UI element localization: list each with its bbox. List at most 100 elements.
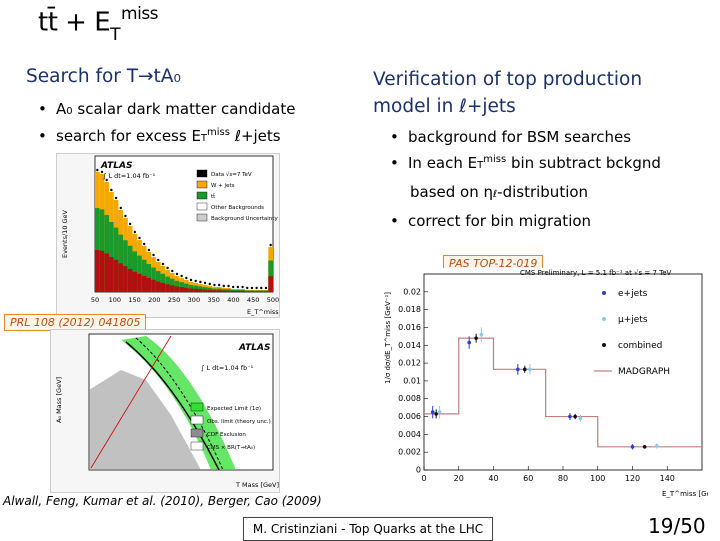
hist-legend-label: Background Uncertainty <box>211 216 278 222</box>
lumi-label: ∫ L dt=1.04 fb⁻¹ <box>103 172 156 180</box>
cms-xticks: 0 20 40 60 80 100 120 140 <box>421 466 675 483</box>
left-heading: Search for T→tA₀ <box>26 66 181 87</box>
hist-bar-other <box>268 276 273 292</box>
kinematic-limit-line <box>90 335 172 469</box>
hist-data-point <box>180 274 183 278</box>
cms-data-point <box>522 367 527 372</box>
hist-bar-ttbar <box>184 283 189 292</box>
excluded-region <box>89 370 201 470</box>
limit-legend-label: CMS × BR(T→tA₀) <box>207 445 255 451</box>
cms-legend-marker <box>602 291 606 295</box>
hist-bar-ttbar <box>137 255 142 292</box>
cms-data-point <box>516 367 520 372</box>
limit-lumi-label: ∫ L dt=1.04 fb⁻¹ <box>201 364 254 372</box>
hist-legend-label: tt̄ <box>211 193 216 200</box>
hist-bar-other <box>212 290 217 292</box>
right-bullet-1: In each ETmiss bin subtract bckgnd <box>388 150 661 179</box>
atlas-exclusion-limit-plot: ATLAS ∫ L dt=1.04 fb⁻¹ Expected Limit (1… <box>50 329 280 493</box>
cms-ytick-label: 0 <box>416 466 421 475</box>
hist-legend-swatch <box>196 213 208 222</box>
hist-data-point <box>213 283 216 287</box>
hist-xtick-label: 450 <box>247 296 259 304</box>
hist-bar-ttbar <box>165 276 170 292</box>
hist-bar-ttbar <box>113 227 119 292</box>
hist-legend-swatch <box>196 180 208 189</box>
atlas-met-histogram: ATLAS ∫ L dt=1.04 fb⁻¹ Data √s=7 TeV W + … <box>56 153 280 318</box>
cms-title: CMS Preliminary, L = 5.1 fb⁻¹ at √s = 7 … <box>520 269 672 277</box>
references: Alwall, Feng, Kumar et al. (2010), Berge… <box>3 494 322 508</box>
cms-data-point <box>467 340 471 345</box>
hist-data-point <box>217 283 221 287</box>
cms-legend-marker <box>602 317 606 321</box>
hist-bar-other <box>184 287 189 292</box>
hist-data-point <box>250 286 254 290</box>
cms-legend-label: combined <box>618 341 662 351</box>
cms-xtick-label: 40 <box>488 474 498 483</box>
hist-bar-other <box>216 290 222 292</box>
hist-xtick-label: 100 <box>109 296 121 304</box>
right-heading-line-1: Verification of top production <box>373 69 643 90</box>
hist-legend-label: W + jets <box>211 183 235 189</box>
cms-ytick-label: 0.018 <box>398 305 421 314</box>
hist-data-point <box>166 266 169 270</box>
prl-label: PRL 108 (2012) 041805 <box>4 314 147 331</box>
hist-data-point <box>119 206 122 210</box>
cms-data-point <box>474 336 478 340</box>
hist-data-point <box>171 269 174 273</box>
hist-data-point <box>175 272 179 276</box>
hist-bar-other <box>226 290 231 292</box>
cms-xtick-label: 140 <box>660 474 675 483</box>
hist-data-point <box>152 253 155 257</box>
limit-ylabel: A₀ Mass [GeV] <box>55 377 63 423</box>
left-bullet-1: search for excess ETmiss ℓ+jets <box>36 124 295 151</box>
hist-data-point <box>185 276 188 280</box>
hist-bar-ttbar <box>254 290 259 292</box>
hist-data-point <box>96 168 99 172</box>
hist-xtick-label: 250 <box>168 296 180 304</box>
cms-ytick-label: 0.002 <box>398 448 421 457</box>
hist-bar-other <box>151 279 156 292</box>
hist-bar-other <box>263 291 269 292</box>
cms-data-point <box>430 410 435 414</box>
hist-bar-other <box>165 284 170 292</box>
cms-yticks: 0 0.002 0.004 0.006 0.008 0.01 0.012 0.014 0.016… <box>398 287 428 475</box>
hist-xtick-label: 150 <box>128 296 140 304</box>
madgraph-line <box>424 337 702 448</box>
hist-bar-other <box>198 289 203 292</box>
pas-label: PAS TOP-12-019 <box>443 255 544 272</box>
hist-bar-other <box>104 253 110 292</box>
hist-bar-other <box>132 271 138 292</box>
hist-bar-other <box>258 291 264 292</box>
hist-bar-other <box>207 289 213 292</box>
cms-ytick-label: 0.016 <box>398 323 421 332</box>
right-bullet-list: background for BSM searchesIn each ETmis… <box>388 124 661 234</box>
hist-data-point <box>246 286 249 290</box>
hist-bar-other <box>160 282 166 292</box>
hist-bar-other <box>169 285 175 292</box>
hist-data-point <box>128 222 132 226</box>
hist-data-point <box>208 282 211 286</box>
right-bullet-3: correct for bin migration <box>388 208 661 234</box>
observed-limit-line <box>125 341 220 471</box>
hist-bar-other <box>230 290 236 292</box>
limit-atlas-brand: ATLAS <box>238 343 270 353</box>
page-number: 19/50 <box>648 514 706 538</box>
hist-xtick-label: 300 <box>188 296 200 304</box>
limit-xlabel: T Mass [GeV] <box>235 481 279 489</box>
hist-xlabel: E_T^miss [GeV] <box>247 308 280 316</box>
cms-legend: e+jets μ+jets combined MADGRAPH <box>594 289 670 377</box>
cms-xtick-label: 20 <box>454 474 464 483</box>
cms-ytick-label: 0.004 <box>398 430 421 439</box>
cms-ytick-label: 0.012 <box>398 359 421 368</box>
hist-bar-other <box>202 289 208 292</box>
hist-data-point <box>161 262 165 266</box>
hist-bar-other <box>193 288 199 292</box>
hist-bar-other <box>137 273 142 292</box>
cms-data-point <box>642 445 647 449</box>
hist-data-point <box>189 278 193 282</box>
hist-data-point <box>105 178 108 182</box>
cms-xtick-label: 0 <box>421 474 426 483</box>
limit-legend-label: Obs. limit (theory unc.) <box>207 419 271 425</box>
cms-legend-label: e+jets <box>618 289 648 299</box>
limit-legend-swatch <box>190 428 204 438</box>
